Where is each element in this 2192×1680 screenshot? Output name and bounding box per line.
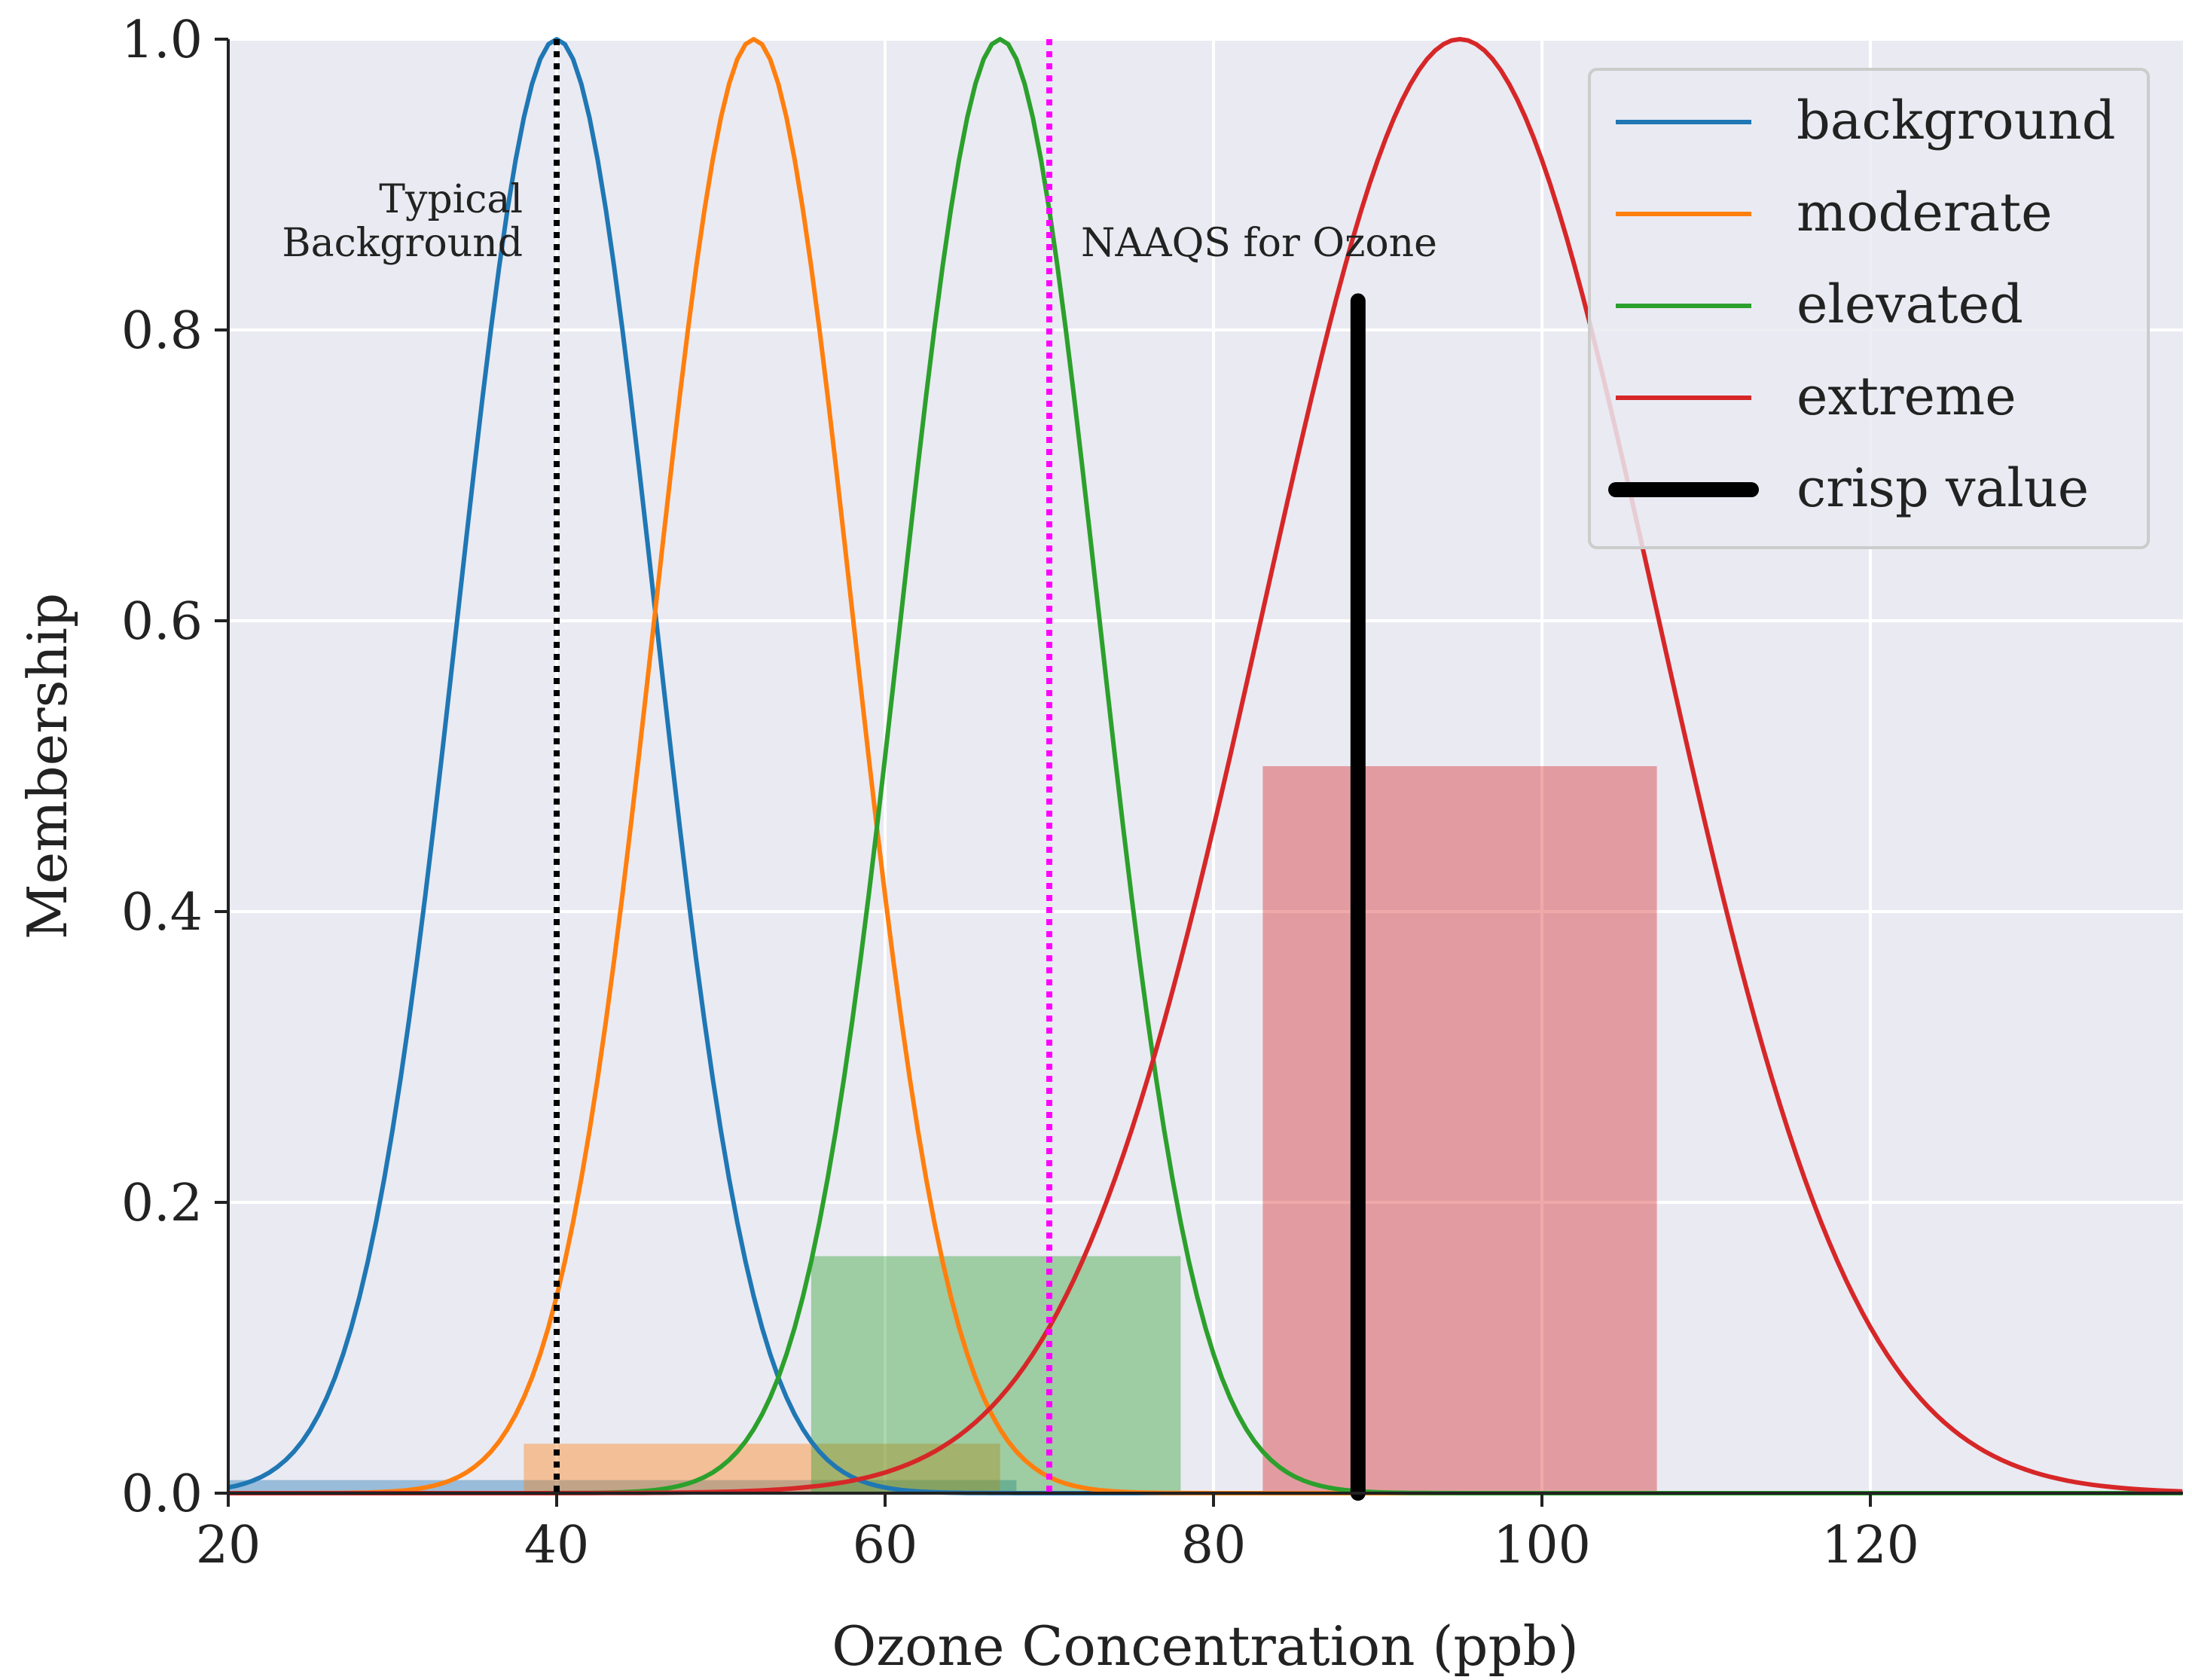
legend-label-background: background bbox=[1797, 90, 2116, 151]
x-tick-label: 80 bbox=[1181, 1516, 1247, 1575]
x-tick-label: 20 bbox=[196, 1516, 261, 1575]
legend: background moderate elevated extreme crisp v… bbox=[1588, 68, 2150, 549]
fill-area-extreme bbox=[1262, 766, 1657, 1493]
y-tick-label: 0.6 bbox=[121, 592, 203, 652]
reference-label-1: NAAQS for Ozone bbox=[1081, 221, 1437, 266]
y-tick-label: 0.8 bbox=[121, 301, 203, 361]
x-tick-label: 40 bbox=[524, 1516, 590, 1575]
x-tick-label: 120 bbox=[1821, 1516, 1919, 1575]
fill-areas bbox=[228, 766, 1657, 1493]
legend-label-extreme: extreme bbox=[1797, 365, 2016, 427]
y-tick-label: 0.2 bbox=[121, 1174, 203, 1233]
y-tick-label: 0.4 bbox=[121, 883, 203, 942]
legend-label-moderate: moderate bbox=[1797, 182, 2053, 243]
legend-label-crisp-value: crisp value bbox=[1797, 457, 2089, 519]
x-axis-label: Ozone Concentration (ppb) bbox=[832, 1614, 1579, 1678]
axis-ticks: 20 40 60 80 100 120 0.0 0.2 0.4 0.6 0.8 1.0 bbox=[121, 11, 2183, 1575]
y-tick-label: 0.0 bbox=[121, 1465, 203, 1524]
reference-label-0: Background bbox=[282, 221, 523, 266]
fill-area-moderate bbox=[524, 1443, 1000, 1493]
y-axis-label: Membership bbox=[16, 593, 79, 939]
legend-box bbox=[1588, 68, 2150, 549]
fill-area-background bbox=[228, 1480, 1017, 1493]
reference-label-0: Typical bbox=[379, 177, 523, 222]
x-tick-label: 60 bbox=[853, 1516, 918, 1575]
x-tick-label: 100 bbox=[1493, 1516, 1591, 1575]
fill-area-elevated bbox=[811, 1256, 1181, 1493]
y-tick-label: 1.0 bbox=[121, 11, 203, 70]
legend-label-elevated: elevated bbox=[1797, 273, 2023, 335]
